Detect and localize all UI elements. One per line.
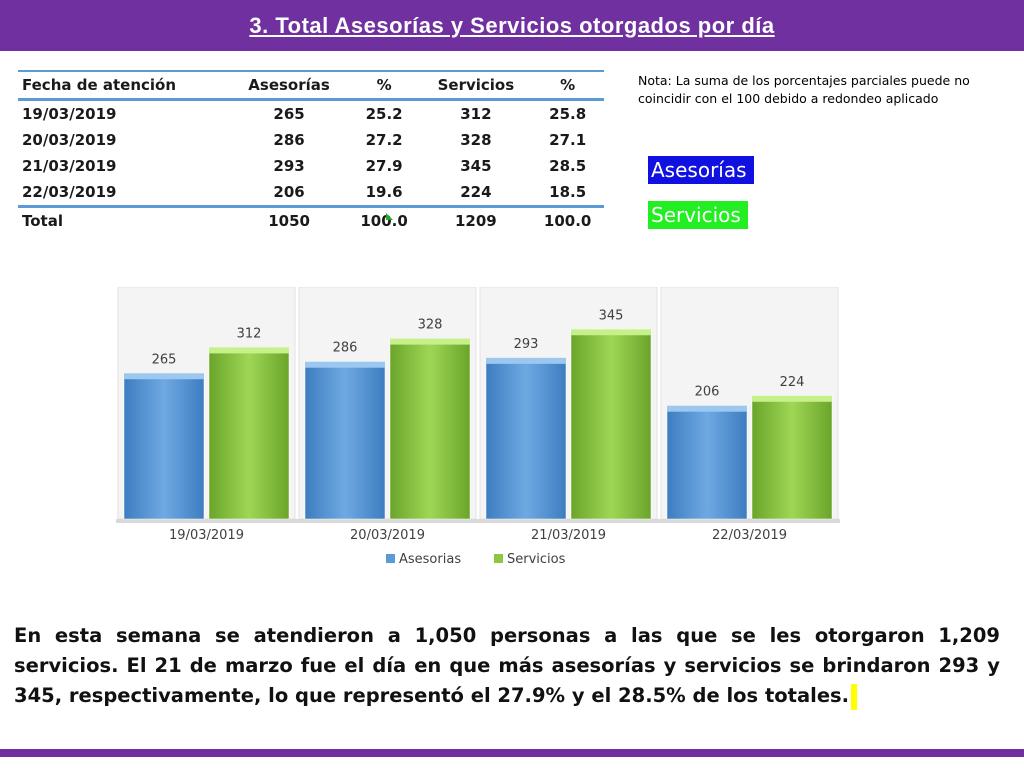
table-cell: 345 [460, 157, 492, 175]
table-cell: 27.2 [365, 131, 403, 149]
table-cell: 312 [460, 105, 492, 123]
data-label: 312 [237, 326, 262, 341]
table-cell: 1209 [455, 212, 497, 230]
data-label: 328 [418, 318, 443, 333]
table-cell: 100.0 [360, 212, 408, 230]
bars-layer [123, 329, 833, 520]
bottom-bar [0, 749, 1024, 757]
legend-box-servicios: Servicios [648, 201, 748, 229]
column-header: % [560, 76, 576, 94]
cell-marker [386, 213, 393, 220]
bar-top-highlight [667, 405, 747, 412]
bar-asesorias-1 [123, 373, 205, 520]
summary-table-container: Fecha de atención Asesorías % Servicios … [18, 70, 604, 234]
column-header: Fecha de atención [22, 76, 177, 94]
table-cell: 20/03/2019 [22, 131, 117, 149]
summary-paragraph: En esta semana se atendieron a 1,050 per… [14, 621, 1000, 711]
chart-legend: Asesorias Servicios [386, 552, 566, 567]
x-tick-label: 22/03/2019 [712, 528, 787, 543]
table-cell: 21/03/2019 [22, 157, 117, 175]
table-cell: 286 [273, 131, 305, 149]
x-tick-label: 19/03/2019 [169, 528, 244, 543]
table-cell: 265 [273, 105, 305, 123]
table-cell: 27.1 [549, 131, 587, 149]
bar-top-highlight [209, 347, 289, 354]
column-header: Asesorías [248, 76, 330, 94]
table-cell: 293 [273, 157, 305, 175]
table-cell: 18.5 [549, 183, 587, 201]
table-cell: 224 [460, 183, 492, 201]
table-cell: 100.0 [543, 212, 592, 230]
table-cell: 206 [273, 183, 305, 201]
data-label: 224 [780, 375, 805, 390]
bar-asesorias-2 [304, 361, 386, 520]
bar-asesorias-4 [666, 405, 748, 520]
bar-top-highlight [752, 395, 832, 402]
data-label: 206 [695, 385, 720, 400]
data-label: 265 [152, 352, 177, 367]
title-bar: 3. Total Asesorías y Servicios otorgados… [0, 0, 1024, 51]
bar-top-highlight [571, 329, 651, 336]
bar-top-highlight [124, 373, 204, 380]
table-cell: 19/03/2019 [22, 105, 117, 123]
legend-swatch-asesorias [386, 554, 395, 563]
summary-text: En esta semana se atendieron a 1,050 per… [14, 624, 1000, 707]
table-cell: 25.2 [365, 105, 403, 123]
legend-label: Servicios [507, 552, 566, 567]
legend-swatch-servicios [494, 554, 503, 563]
legend-label: Asesorias [399, 552, 461, 567]
table-cell: 27.9 [365, 157, 403, 175]
data-label: 345 [599, 308, 624, 323]
page-title: 3. Total Asesorías y Servicios otorgados… [249, 12, 775, 38]
table-cell: 19.6 [365, 183, 403, 201]
table-row: 22/03/2019 206 19.6 224 18.5 [18, 179, 604, 207]
table-row: 21/03/2019 293 27.9 345 28.5 [18, 153, 604, 179]
summary-table: Fecha de atención Asesorías % Servicios … [18, 70, 604, 234]
rounding-note: Nota: La suma de los porcentajes parcial… [638, 73, 970, 106]
chart-floor [116, 519, 840, 523]
bar-chart: 265 286 293 206 312 328 345 224 19/03/2019 20/03/… [116, 287, 840, 567]
column-header: Servicios [437, 76, 515, 94]
bar-top-highlight [390, 338, 470, 345]
labels-layer: 265 286 293 206 312 328 345 224 19/03/2019 20/03/… [152, 308, 805, 543]
bar-top-highlight [305, 361, 385, 368]
table-row: 19/03/2019 265 25.2 312 25.8 [18, 100, 604, 128]
table-cell: 25.8 [549, 105, 587, 123]
table-cell: Total [22, 212, 63, 230]
legend-box-asesorias: Asesorías [648, 156, 754, 184]
column-header: % [376, 76, 392, 94]
table-cell: 22/03/2019 [22, 183, 117, 201]
table-cell: 328 [460, 131, 492, 149]
table-cell: 1050 [268, 212, 310, 230]
data-label: 293 [514, 337, 539, 352]
table-header-row: Fecha de atención Asesorías % Servicios … [18, 71, 604, 100]
highlight-mark [851, 683, 858, 710]
data-label: 286 [333, 341, 358, 356]
x-tick-label: 21/03/2019 [531, 528, 606, 543]
bar-servicios-1 [208, 347, 290, 520]
bar-servicios-2 [389, 338, 471, 520]
bar-asesorias-3 [485, 357, 567, 520]
bar-top-highlight [486, 357, 566, 364]
x-tick-label: 20/03/2019 [350, 528, 425, 543]
bar-servicios-3 [570, 329, 652, 520]
bar-servicios-4 [751, 395, 833, 520]
table-cell: 28.5 [549, 157, 587, 175]
table-total-row: Total 1050 100.0 1209 100.0 [18, 206, 604, 235]
table-row: 20/03/2019 286 27.2 328 27.1 [18, 127, 604, 153]
